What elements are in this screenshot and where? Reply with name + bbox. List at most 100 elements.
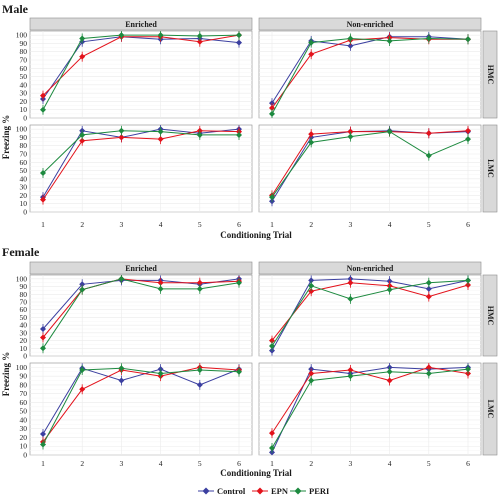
male-non-enriched-lmc-peri-point bbox=[386, 128, 393, 135]
male-row-strip-hmc bbox=[482, 30, 498, 119]
male-enriched-lmc-xtick-label: 6 bbox=[237, 220, 241, 229]
male-non-enriched-lmc-epn-point bbox=[308, 131, 315, 138]
female-enriched-lmc-epn-series-line bbox=[42, 366, 240, 443]
male-row-label-lmc: LMC bbox=[486, 159, 495, 178]
male-non-enriched-hmc-peri-point bbox=[425, 35, 432, 42]
female-enriched-hmc-control-point bbox=[40, 326, 46, 332]
female-non-enriched-lmc-plot-area bbox=[258, 362, 482, 456]
male-lmc-ytick-label: 90 bbox=[20, 133, 28, 142]
male-hmc-ytick-label: 0 bbox=[23, 114, 27, 123]
female-enriched-hmc-epn-point bbox=[40, 334, 46, 341]
male-enriched-hmc-panel bbox=[29, 30, 253, 119]
female-non-enriched-hmc-epn-point bbox=[347, 279, 354, 286]
male-enriched-hmc-peri-point bbox=[79, 35, 86, 42]
female-lmc-ytick-label: 90 bbox=[20, 372, 28, 381]
legend: Control EPN PERI bbox=[198, 486, 330, 496]
male-hmc-ytick-label: 80 bbox=[20, 47, 28, 56]
female-enriched-lmc-panel bbox=[29, 362, 253, 456]
male-non-enriched-hmc-panel bbox=[258, 30, 482, 119]
female-enriched-hmc-epn-point bbox=[157, 279, 164, 286]
female-non-enriched-lmc-peri-point bbox=[425, 370, 432, 377]
female-non-enriched-lmc-xtick-label: 1 bbox=[270, 459, 274, 468]
male-non-enriched-hmc-control-series-line bbox=[271, 36, 469, 104]
female-non-enriched-lmc-xtick-label: 3 bbox=[349, 459, 353, 468]
female-row-strip-hmc bbox=[482, 274, 498, 357]
male-enriched-lmc-xtick-label: 2 bbox=[80, 220, 84, 229]
male-non-enriched-hmc-epn-series-line bbox=[271, 37, 468, 109]
male-hmc-ytick-label: 50 bbox=[20, 72, 28, 81]
male-lmc-ytick-label: 70 bbox=[20, 150, 28, 159]
male-non-enriched-lmc-epn-point bbox=[465, 127, 471, 134]
male-enriched-lmc-plot-area bbox=[29, 124, 253, 213]
female-non-enriched-lmc-peri-point bbox=[308, 377, 315, 384]
male-non-enriched-hmc-peri-point bbox=[308, 39, 315, 46]
female-non-enriched-lmc-xtick-label: 6 bbox=[466, 459, 470, 468]
female-non-enriched-hmc-peri-point bbox=[269, 342, 275, 349]
male-enriched-lmc-peri-point bbox=[236, 131, 242, 138]
female-non-enriched-lmc-peri-point bbox=[347, 373, 354, 380]
male-column-label-non-enriched: Non-enriched bbox=[347, 20, 394, 29]
male-non-enriched-lmc-panel bbox=[258, 124, 482, 213]
female-lmc-ytick-label: 60 bbox=[20, 398, 28, 407]
male-enriched-lmc-xtick-label: 4 bbox=[159, 220, 163, 229]
female-lmc-ytick-label: 40 bbox=[20, 415, 28, 424]
female-non-enriched-hmc-peri-point bbox=[386, 286, 393, 293]
male-non-enriched-lmc-peri-point bbox=[269, 194, 275, 201]
female-row-strip-lmc bbox=[482, 362, 498, 456]
female-hmc-ytick-label: 20 bbox=[20, 336, 28, 345]
male-section-title: Male bbox=[2, 2, 29, 16]
male-enriched-hmc-plot-area bbox=[29, 30, 253, 119]
female-non-enriched-lmc-peri-series-line bbox=[271, 368, 469, 449]
female-enriched-hmc-peri-point bbox=[79, 286, 86, 293]
female-non-enriched-hmc-plot-area bbox=[258, 274, 482, 357]
female-non-enriched-lmc-epn-point bbox=[269, 430, 275, 437]
female-row-label-hmc: HMC bbox=[486, 306, 495, 326]
male-hmc-ytick-label: 30 bbox=[20, 89, 28, 98]
female-non-enriched-lmc-epn-point bbox=[308, 370, 315, 377]
female-non-enriched-hmc-control-series-line bbox=[271, 278, 469, 351]
female-enriched-lmc-control-point bbox=[40, 430, 46, 437]
female-non-enriched-hmc-epn-point bbox=[308, 288, 315, 295]
male-row-strip-lmc bbox=[482, 124, 498, 213]
male-enriched-lmc-xtick-label: 5 bbox=[198, 220, 202, 229]
male-non-enriched-lmc-peri-point bbox=[308, 139, 315, 146]
male-hmc-ytick-label: 20 bbox=[20, 97, 28, 106]
female-enriched-lmc-peri-point bbox=[118, 365, 125, 372]
female-hmc-ytick-label: 60 bbox=[20, 305, 28, 314]
female-enriched-lmc-control-point bbox=[118, 377, 125, 384]
female-non-enriched-lmc-peri-point bbox=[386, 368, 393, 375]
female-hmc-ytick-label: 90 bbox=[20, 282, 28, 291]
female-non-enriched-hmc-peri-point bbox=[425, 279, 432, 286]
female-non-enriched-hmc-control-point bbox=[425, 285, 432, 292]
female-enriched-lmc-epn-point bbox=[79, 386, 86, 393]
male-lmc-ytick-label: 10 bbox=[20, 199, 28, 208]
male-lmc-ytick-label: 0 bbox=[23, 208, 27, 217]
female-enriched-lmc-xtick-label: 3 bbox=[120, 459, 124, 468]
male-non-enriched-lmc-xtick-label: 3 bbox=[349, 220, 353, 229]
male-non-enriched-lmc-epn-series-line bbox=[271, 130, 469, 196]
female-non-enriched-hmc-peri-point bbox=[465, 277, 471, 284]
female-x-axis-label: Conditioning Trial bbox=[220, 468, 292, 478]
male-column-strip-enriched bbox=[29, 17, 253, 31]
female-non-enriched-hmc-panel bbox=[258, 274, 482, 357]
male-enriched-hmc-peri-point bbox=[157, 32, 164, 39]
male-lmc-ytick-label: 80 bbox=[20, 141, 28, 150]
female-hmc-ytick-label: 80 bbox=[20, 290, 28, 299]
male-enriched-lmc-epn-point bbox=[79, 137, 86, 144]
male-hmc-ytick-label: 90 bbox=[20, 39, 28, 48]
male-non-enriched-lmc-peri-point bbox=[347, 133, 354, 140]
legend-label-peri: PERI bbox=[309, 486, 330, 496]
female-lmc-ytick-label: 30 bbox=[20, 424, 28, 433]
female-enriched-lmc-peri-point bbox=[40, 441, 46, 448]
female-enriched-hmc-plot-area bbox=[29, 274, 253, 357]
male-non-enriched-lmc-peri-series-line bbox=[271, 131, 469, 198]
female-non-enriched-lmc-xtick-label: 2 bbox=[309, 459, 313, 468]
female-non-enriched-hmc-epn-series-line bbox=[271, 282, 469, 341]
female-enriched-hmc-peri-point bbox=[196, 285, 203, 292]
legend-item-epn: EPN bbox=[252, 486, 289, 496]
female-lmc-ytick-label: 50 bbox=[20, 407, 28, 416]
legend-item-peri: PERI bbox=[290, 486, 330, 496]
male-non-enriched-hmc-epn-point bbox=[269, 105, 275, 112]
female-enriched-hmc-peri-point bbox=[118, 275, 125, 282]
